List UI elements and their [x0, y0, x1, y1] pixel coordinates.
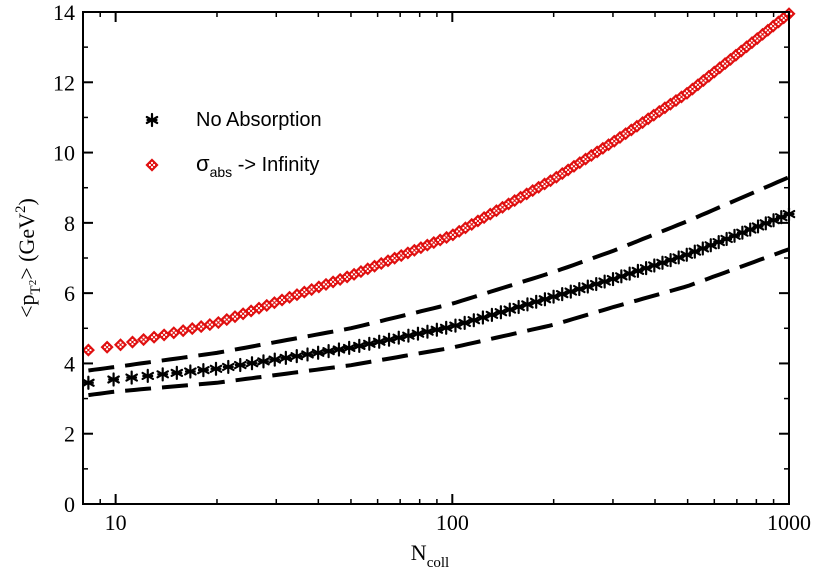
data-point-diamond [125, 335, 140, 349]
data-point-asterisk [290, 349, 304, 364]
legend-diamond-glyph [145, 158, 159, 172]
data-point-asterisk [547, 289, 560, 304]
x-tick-label: 1000 [767, 510, 811, 535]
data-point-asterisk [125, 370, 138, 385]
legend: No Absorption σabs -> Infinity [145, 109, 322, 180]
legend-label-no-absorption: No Absorption [196, 109, 322, 131]
data-point-diamond [113, 338, 128, 352]
y-tick-label: 12 [53, 70, 75, 95]
data-point-diamond [458, 221, 473, 235]
y-tick-label: 6 [64, 281, 75, 306]
series-no-absorption [82, 206, 796, 390]
x-tick-label: 100 [436, 510, 469, 535]
data-point-asterisk [688, 244, 702, 259]
data-point-asterisk [233, 357, 247, 373]
legend-asterisk-glyph [145, 112, 159, 128]
data-point-diamond [167, 326, 181, 340]
data-point-asterisk [332, 342, 346, 357]
y-tick-label: 2 [64, 422, 75, 447]
data-point-diamond [157, 328, 171, 342]
data-point-asterisk [392, 330, 406, 345]
data-point-asterisk [402, 328, 415, 343]
y-tick-label: 10 [53, 141, 75, 166]
data-markers [81, 7, 796, 390]
data-point-asterisk [311, 345, 325, 360]
data-point-diamond [194, 320, 208, 334]
dashed-line-upper-band [88, 175, 790, 373]
data-point-asterisk [421, 324, 434, 339]
data-point-diamond [147, 330, 161, 344]
data-point-asterisk [301, 347, 314, 362]
dashed-lines [88, 175, 790, 398]
data-point-diamond [136, 332, 151, 347]
legend-label-sigma-abs: σabs -> Infinity [196, 151, 319, 180]
axis-ticks: 0 2 4 6 8 10 12 14 10 100 1000 [53, 0, 811, 535]
legend-diamond-marker [145, 158, 159, 172]
data-point-asterisk [363, 336, 376, 351]
data-point-asterisk [736, 225, 749, 240]
data-point-asterisk [221, 359, 235, 375]
y-tick-label: 0 [64, 492, 75, 517]
data-point-asterisk [197, 363, 210, 378]
data-point-asterisk [353, 338, 366, 353]
data-point-diamond [100, 340, 114, 354]
x-tick-label: 10 [105, 510, 127, 535]
data-point-asterisk [170, 365, 184, 380]
data-point-asterisk [184, 364, 197, 379]
data-point-asterisk [342, 340, 356, 355]
data-point-asterisk [382, 332, 396, 347]
data-point-asterisk [279, 350, 293, 365]
legend-asterisk-marker [145, 112, 159, 128]
data-point-diamond [81, 343, 95, 357]
y-tick-label: 14 [53, 0, 75, 25]
data-point-asterisk [322, 344, 335, 359]
data-point-asterisk [430, 322, 444, 337]
y-tick-label: 4 [64, 351, 75, 376]
data-point-asterisk [257, 354, 270, 369]
data-point-asterisk [439, 320, 453, 335]
dashed-line-lower-band [88, 247, 790, 398]
data-point-asterisk [696, 241, 710, 256]
data-point-asterisk [209, 361, 223, 376]
y-axis-label: <pT2> (GeV2) [13, 198, 44, 318]
data-point-asterisk [268, 352, 282, 367]
data-point-asterisk [411, 326, 425, 341]
data-point-asterisk [82, 375, 95, 390]
data-point-asterisk [245, 356, 259, 371]
data-point-asterisk [156, 367, 169, 382]
x-axis-label: Ncoll [411, 540, 449, 569]
data-point-asterisk [107, 372, 120, 387]
data-point-diamond [691, 78, 705, 92]
data-point-asterisk [581, 279, 595, 294]
data-point-diamond [185, 322, 199, 336]
data-point-asterisk [141, 368, 155, 383]
data-point-asterisk [372, 334, 386, 349]
y-tick-label: 8 [64, 211, 75, 236]
series-sigma-abs-infinity [81, 7, 796, 357]
